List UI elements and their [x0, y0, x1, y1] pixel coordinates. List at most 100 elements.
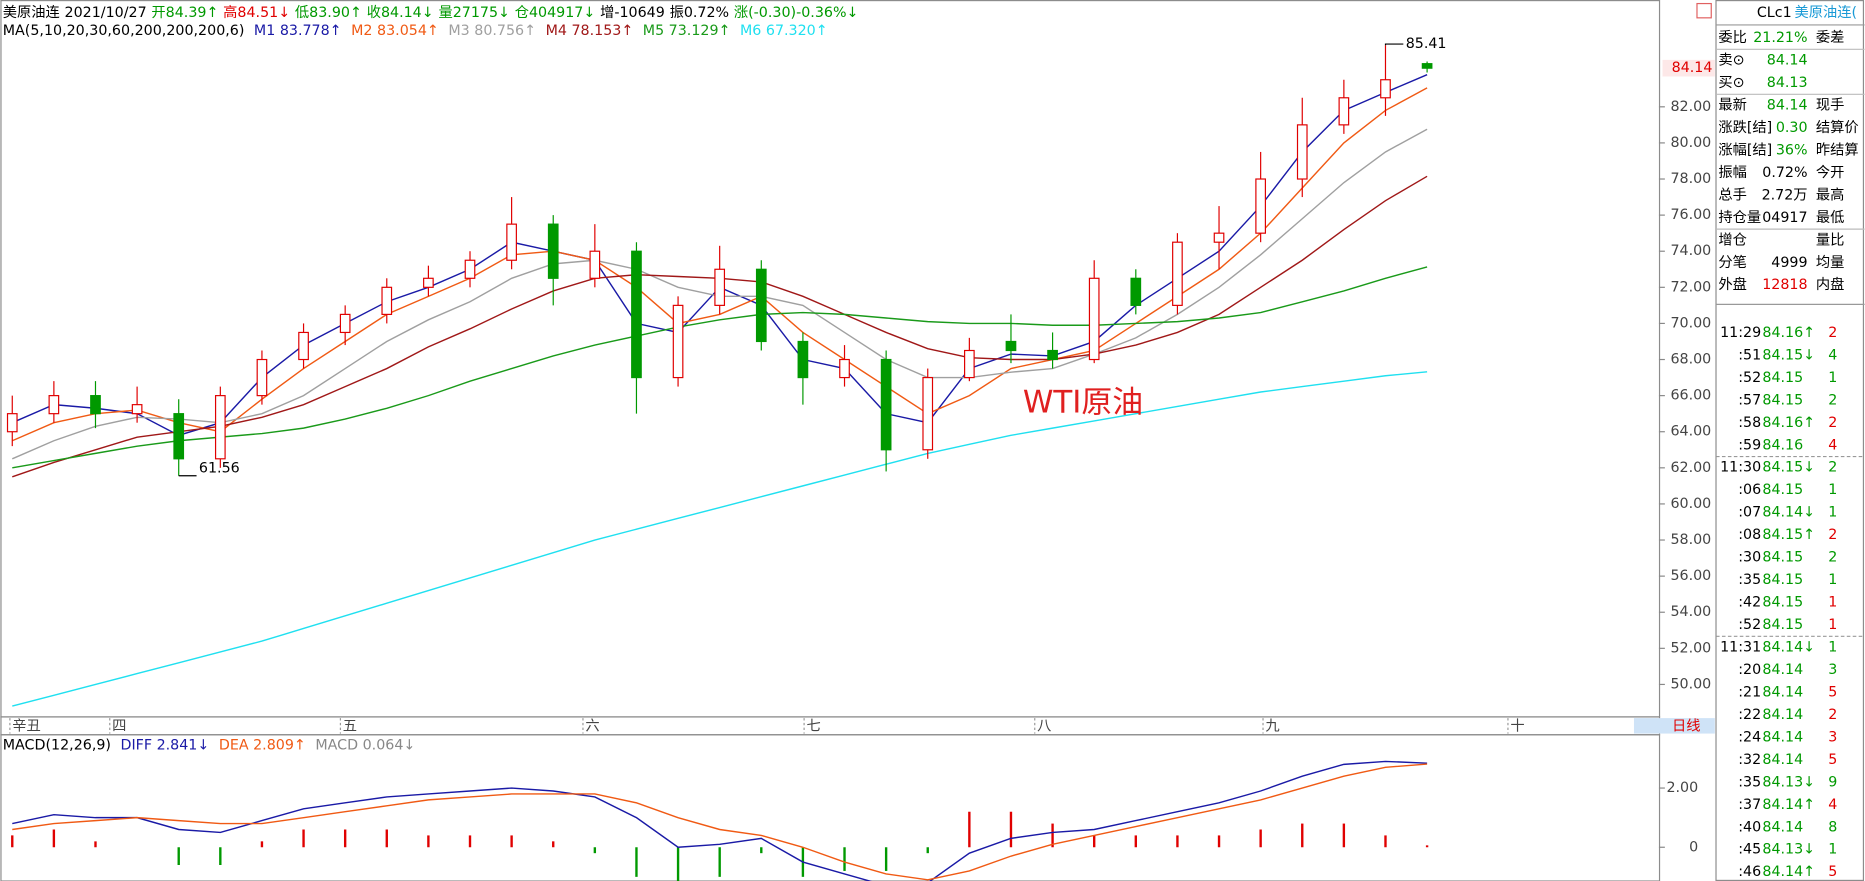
ma-line [12, 266, 1428, 469]
tick-price: 84.13↓ [1762, 774, 1815, 790]
y-tick-label: 74.00 [1670, 243, 1711, 259]
low-label: 61.56 [199, 461, 240, 477]
tick-price: 84.14 [1762, 707, 1803, 723]
tick-volume: 2 [1828, 325, 1837, 341]
tick-volume: 3 [1828, 662, 1837, 678]
candle-body [1130, 277, 1142, 306]
row-right: 最低 [1816, 209, 1845, 226]
tick-time: 11:29 [1720, 325, 1761, 341]
tick-volume: 1 [1828, 482, 1837, 498]
tick-price: 84.15↓ [1762, 460, 1815, 476]
candle-body [922, 376, 934, 451]
candle-body [173, 413, 185, 460]
row-label: 增仓 [1718, 231, 1747, 248]
header-item: 仓404917↓ [515, 4, 596, 21]
tick-time: :58 [1738, 415, 1761, 431]
row-value: 84.14 [1767, 97, 1808, 113]
ma-label: MA(5,10,20,30,60,200,200,200,6) [3, 23, 245, 39]
row-value: 2.72万 [1762, 187, 1808, 203]
tick-time: :59 [1738, 437, 1761, 453]
candle-body [464, 259, 476, 279]
row-label: 买⊙ [1718, 74, 1744, 91]
row-label: 总手 [1718, 186, 1747, 203]
tick-price: 84.14 [1762, 819, 1803, 835]
tick-volume: 2 [1828, 527, 1837, 543]
legend-entry: M2 83.054↑ [351, 23, 439, 39]
candle-body [547, 223, 559, 279]
month-label: 五 [343, 718, 357, 734]
candle-body [714, 268, 726, 306]
tick-time: :57 [1738, 392, 1761, 408]
candle-body [880, 358, 892, 451]
tick-time: :08 [1738, 527, 1761, 543]
tick-time: :32 [1738, 752, 1761, 768]
month-label: 八 [1037, 718, 1051, 734]
tick-time: :46 [1738, 864, 1761, 880]
candle-body [131, 404, 143, 415]
tick-time: :35 [1738, 572, 1761, 588]
candle-body [1088, 277, 1100, 361]
tick-volume: 1 [1828, 370, 1837, 386]
period-button[interactable] [1633, 718, 1715, 734]
candle-body [1255, 178, 1266, 234]
y-tick-label: 2.00 [1666, 780, 1698, 796]
tick-volume: 5 [1828, 864, 1837, 880]
row-label: 委比 [1718, 29, 1747, 46]
tick-price: 84.16↑ [1762, 325, 1815, 341]
tick-time: :35 [1738, 774, 1761, 790]
tick-volume: 2 [1828, 550, 1837, 566]
legend-entry: M1 83.778↑ [254, 23, 342, 39]
ma-line [11, 87, 1428, 442]
header-item: 振0.72% [670, 4, 730, 21]
ma-line [12, 371, 1428, 707]
row-right: 现手 [1816, 96, 1845, 113]
quote-code: CLc1 [1757, 5, 1792, 21]
tick-price: 84.15↓ [1762, 347, 1815, 363]
row-label: 分笔 [1718, 254, 1747, 271]
legend-entry: M3 80.756↑ [448, 23, 536, 39]
tick-price: 84.15 [1762, 595, 1803, 611]
y-tick-label: 80.00 [1670, 135, 1711, 151]
period-label: 日线 [1672, 717, 1701, 734]
candle-body [506, 223, 517, 261]
y-tick-label: 0 [1689, 839, 1698, 855]
high-leader [1384, 43, 1404, 46]
y-tick-label: 76.00 [1670, 207, 1711, 223]
y-tick-label: 52.00 [1670, 640, 1711, 656]
y-tick-label: 60.00 [1670, 496, 1711, 512]
price-plot [6, 45, 1433, 707]
candle-body [1421, 63, 1433, 69]
candle-body [1213, 232, 1225, 243]
tick-price: 84.15 [1762, 550, 1803, 566]
candle-body [1172, 241, 1183, 306]
y-tick-label: 68.00 [1670, 352, 1711, 368]
row-value: 36% [1776, 142, 1808, 158]
header-item: 高84.51↓ [223, 4, 290, 21]
candle-body [1047, 349, 1058, 361]
candle-body [797, 340, 809, 379]
tick-volume: 1 [1828, 572, 1837, 588]
row-value: 0.72% [1762, 165, 1807, 181]
row-value: 0.30 [1776, 120, 1808, 136]
candle-body [423, 277, 434, 288]
row-label: 振幅 [1718, 164, 1747, 181]
macd-panel-frame [0, 734, 1661, 881]
header-item: 收84.14↓ [367, 4, 434, 21]
row-right: 结算价 [1816, 119, 1859, 136]
tick-time: :24 [1738, 729, 1761, 745]
candle-body [755, 268, 767, 343]
header-item: 美原油连 [3, 4, 60, 21]
candle-body [964, 349, 975, 379]
row-right: 昨结算 [1816, 141, 1859, 158]
panel-toggle[interactable] [1696, 2, 1712, 19]
tick-price: 84.15↑ [1762, 527, 1815, 543]
high-label: 85.41 [1406, 36, 1447, 52]
row-label: 卖⊙ [1718, 52, 1744, 69]
candle-body [589, 250, 601, 279]
tick-price: 84.14↑ [1762, 864, 1815, 880]
tick-time: :52 [1738, 617, 1761, 633]
candle-body [1380, 79, 1391, 99]
row-right: 内盘 [1816, 275, 1845, 293]
row-right: 委差 [1816, 29, 1845, 46]
